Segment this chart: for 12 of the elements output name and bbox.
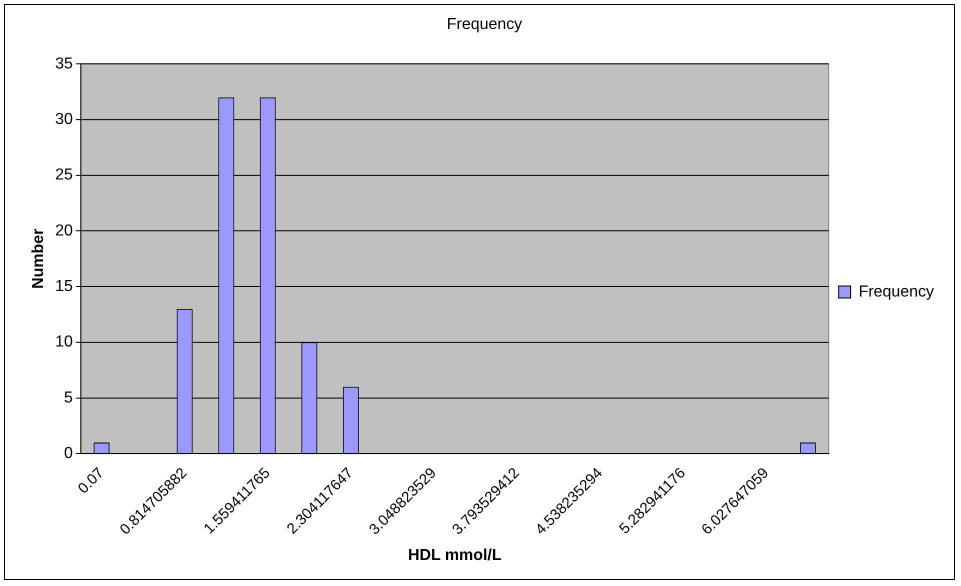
y-tick-label: 10 (55, 334, 73, 351)
y-tick-label: 25 (55, 166, 73, 184)
legend-label: Frequency (858, 283, 934, 300)
y-tick-label: 35 (55, 55, 73, 72)
y-tick-label: 15 (55, 278, 73, 295)
y-tick-label: 30 (55, 111, 73, 128)
y-tick-label: 20 (55, 222, 73, 240)
y-tick-label: 0 (64, 444, 73, 462)
x-axis-title: HDL mmol/L (408, 546, 502, 564)
y-tick-label: 5 (64, 389, 73, 406)
y-axis-title: Number (30, 228, 47, 289)
chart-title: Frequency (446, 16, 522, 33)
